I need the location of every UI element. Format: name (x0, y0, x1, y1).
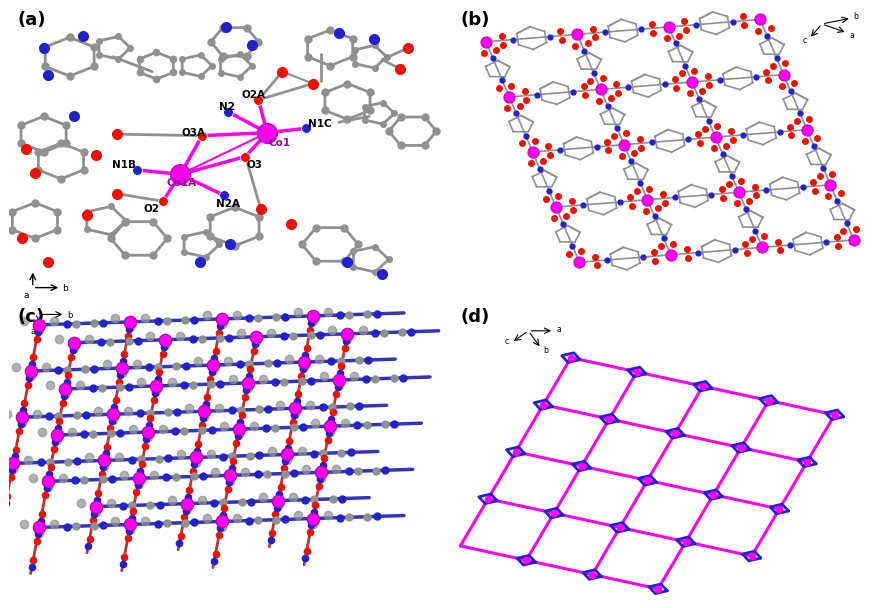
Text: c: c (505, 337, 509, 346)
Text: a: a (30, 327, 35, 336)
Text: (d): (d) (461, 308, 490, 326)
Text: N1B: N1B (113, 161, 136, 170)
Text: b: b (67, 311, 73, 320)
Text: N2A: N2A (215, 199, 239, 209)
Text: N2: N2 (220, 102, 236, 112)
Text: b: b (543, 346, 548, 355)
Text: O3: O3 (247, 161, 263, 170)
Text: b: b (854, 12, 859, 21)
Text: Co1A: Co1A (166, 178, 196, 188)
Text: O2: O2 (144, 204, 159, 213)
Text: a: a (23, 291, 29, 300)
Text: O3A: O3A (182, 128, 206, 137)
Text: (c): (c) (18, 308, 44, 326)
Text: a: a (850, 32, 854, 40)
Text: (b): (b) (461, 10, 490, 29)
Text: a: a (556, 325, 561, 334)
Text: O2A: O2A (241, 91, 265, 100)
Text: Co1: Co1 (268, 138, 291, 148)
Text: c: c (803, 36, 807, 45)
Text: N1C: N1C (308, 119, 332, 130)
Text: b: b (62, 284, 67, 293)
Text: (a): (a) (18, 10, 46, 29)
